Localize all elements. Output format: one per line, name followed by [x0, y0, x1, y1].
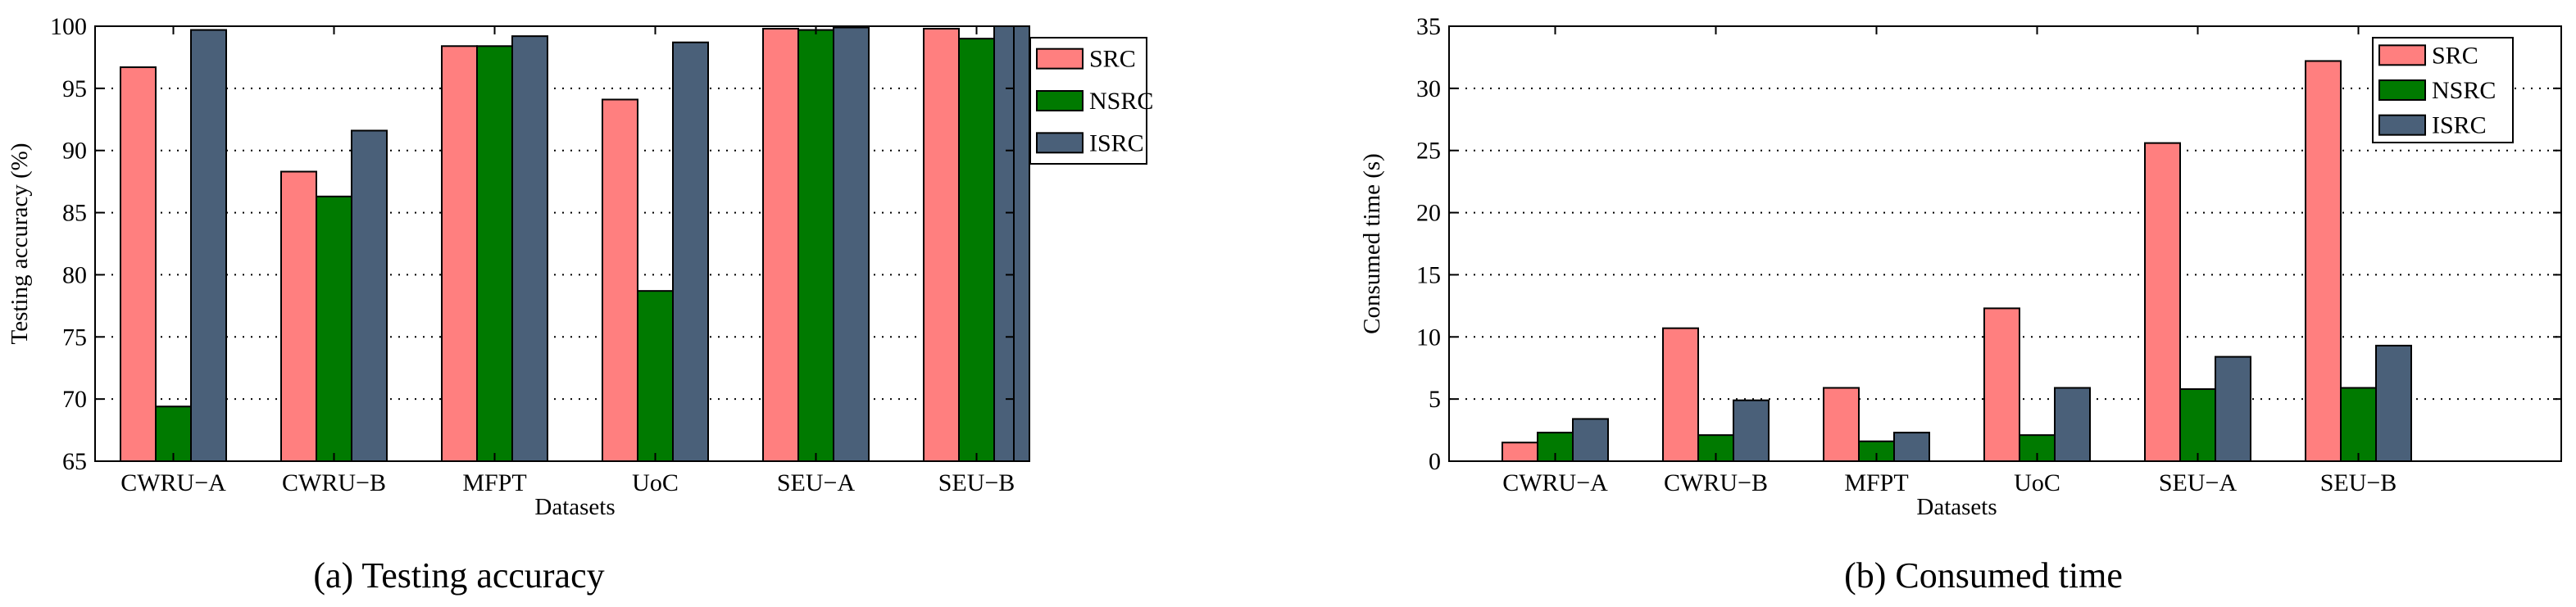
- accuracy-bar-nsrc-2: [476, 45, 513, 462]
- time-chart-panel: 0 5 10 15 20 25 30 35 CWRU−A CWRU−B MFPT UoC SEU−A SE…: [1359, 13, 2562, 520]
- time-bar-isrc-0: [1572, 418, 1609, 462]
- accuracy-ytick-label: 75: [62, 324, 87, 351]
- accuracy-bar-nsrc-0: [155, 405, 192, 463]
- time-legend-swatch-src: [2378, 44, 2426, 66]
- accuracy-ytick-label: 100: [50, 13, 87, 40]
- time-bar-isrc-4: [2215, 356, 2251, 462]
- time-category-label: SEU−B: [2320, 469, 2397, 496]
- accuracy-category-label: SEU−A: [777, 469, 856, 496]
- time-ytick-label: 5: [1429, 386, 1441, 413]
- accuracy-category-label: UoC: [632, 469, 679, 496]
- time-legend: SRC NSRC ISRC: [2372, 37, 2514, 143]
- accuracy-bar-src-4: [762, 28, 799, 462]
- caption-consumed-time: (b) Consumed time: [1844, 555, 2123, 596]
- accuracy-category-label: SEU−B: [938, 469, 1015, 496]
- accuracy-bar-src-2: [441, 45, 478, 462]
- accuracy-plot-frame: [94, 25, 1015, 462]
- accuracy-ytick-label: 80: [62, 261, 87, 288]
- time-ytick-label: 20: [1416, 200, 1441, 227]
- accuracy-legend-swatch-nsrc: [1036, 90, 1084, 111]
- time-category-label: SEU−A: [2159, 469, 2238, 496]
- time-bar-isrc-3: [2054, 387, 2091, 463]
- accuracy-bar-isrc-1: [351, 129, 388, 462]
- time-x-axis-label: Datasets: [1916, 494, 1997, 520]
- accuracy-legend: SRC NSRC ISRC: [1029, 37, 1153, 165]
- time-bar-isrc-5: [2375, 344, 2412, 462]
- time-category-label: CWRU−A: [1502, 469, 1608, 496]
- time-plot-frame: [1448, 25, 2562, 462]
- accuracy-category-label: CWRU−B: [282, 469, 386, 496]
- accuracy-bar-isrc-0: [190, 29, 227, 462]
- time-legend-swatch-nsrc: [2378, 79, 2426, 101]
- accuracy-legend-label-nsrc: NSRC: [1089, 88, 1153, 115]
- accuracy-bar-nsrc-3: [637, 290, 674, 462]
- accuracy-ytick-label: 95: [62, 75, 87, 102]
- accuracy-bar-isrc-2: [511, 35, 548, 462]
- time-bar-isrc-2: [1893, 432, 1930, 462]
- time-category-label: UoC: [2014, 469, 2060, 496]
- accuracy-x-axis-label: Datasets: [534, 494, 615, 520]
- time-y-axis-label: Consumed time (s): [1359, 153, 1385, 334]
- time-bar-nsrc-5: [2340, 387, 2377, 463]
- accuracy-legend-label-isrc: ISRC: [1089, 129, 1144, 156]
- accuracy-chart-panel: 65 70 75 80 85 90 95 100 CWRU−A CWRU−B MFPT UoC SEU−…: [7, 13, 1153, 520]
- time-bar-src-1: [1662, 327, 1699, 462]
- accuracy-ytick-label: 85: [62, 200, 87, 227]
- accuracy-bar-isrc-3: [672, 41, 709, 462]
- time-legend-label-nsrc: NSRC: [2432, 77, 2496, 104]
- accuracy-ytick-label: 90: [62, 138, 87, 165]
- time-ytick-label: 35: [1416, 13, 1441, 40]
- time-ytick-label: 0: [1429, 448, 1441, 475]
- accuracy-bar-nsrc-1: [316, 195, 352, 462]
- accuracy-bar-isrc-4: [833, 26, 870, 462]
- accuracy-ytick-label: 70: [62, 386, 87, 413]
- accuracy-legend-swatch-isrc: [1036, 132, 1084, 154]
- time-ytick-label: 25: [1416, 138, 1441, 165]
- time-ytick-label: 15: [1416, 261, 1441, 288]
- accuracy-legend-swatch-src: [1036, 48, 1084, 70]
- time-legend-label-isrc: ISRC: [2432, 112, 2487, 139]
- accuracy-bar-src-1: [280, 170, 317, 462]
- time-legend-label-src: SRC: [2432, 42, 2478, 69]
- accuracy-legend-label-src: SRC: [1089, 46, 1136, 73]
- accuracy-bar-nsrc-4: [797, 29, 834, 462]
- time-category-label: CWRU−B: [1664, 469, 1768, 496]
- accuracy-bar-src-3: [602, 98, 638, 463]
- accuracy-bar-src-0: [120, 66, 157, 463]
- time-ytick-label: 30: [1416, 75, 1441, 102]
- time-bar-src-5: [2305, 60, 2342, 462]
- caption-testing-accuracy: (a) Testing accuracy: [313, 555, 604, 596]
- time-bar-src-4: [2144, 142, 2181, 463]
- time-bar-src-0: [1502, 442, 1538, 463]
- time-category-label: MFPT: [1844, 469, 1908, 496]
- accuracy-category-label: CWRU−A: [120, 469, 226, 496]
- time-bar-nsrc-4: [2179, 388, 2216, 462]
- time-ytick-label: 10: [1416, 324, 1441, 351]
- accuracy-ytick-label: 65: [62, 448, 87, 475]
- accuracy-y-axis-label: Testing accuracy (%): [7, 143, 33, 345]
- time-bar-src-2: [1823, 387, 1860, 463]
- time-bar-isrc-1: [1733, 399, 1770, 462]
- time-legend-swatch-isrc: [2378, 114, 2426, 136]
- accuracy-bar-isrc-5: [993, 25, 1030, 462]
- time-bar-src-3: [1983, 307, 2020, 462]
- accuracy-bar-nsrc-5: [958, 38, 995, 462]
- accuracy-category-label: MFPT: [462, 469, 526, 496]
- accuracy-bar-src-5: [923, 28, 960, 462]
